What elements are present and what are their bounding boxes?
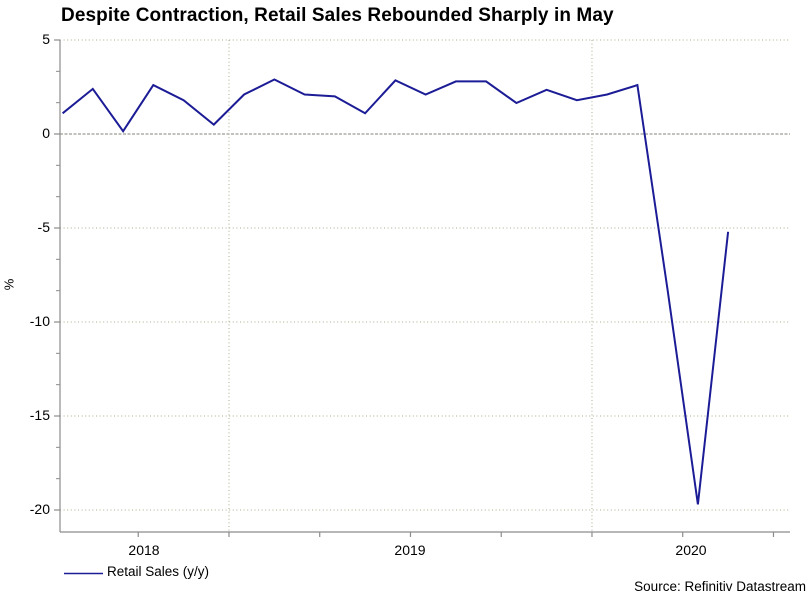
y-tick-label-m10: -10 [29, 313, 50, 329]
x-tick-label-2019: 2019 [394, 542, 426, 558]
chart-title: Despite Contraction, Retail Sales Reboun… [61, 5, 614, 26]
source-credit: Source: Refinitiv Datastream [634, 579, 806, 594]
x-tick-label-2020: 2020 [675, 542, 707, 558]
x-tick-label-2018: 2018 [128, 542, 160, 558]
y-axis-title: % [1, 278, 17, 291]
y-tick-label-5: 5 [42, 31, 50, 47]
y-tick-label-m15: -15 [29, 407, 50, 423]
legend-series-label: Retail Sales (y/y) [107, 564, 210, 579]
y-tick-label-m5: -5 [37, 219, 50, 235]
y-tick-label-m20: -20 [29, 501, 50, 517]
y-tick-label-0: 0 [42, 125, 50, 141]
retail-sales-line [61, 78, 730, 505]
